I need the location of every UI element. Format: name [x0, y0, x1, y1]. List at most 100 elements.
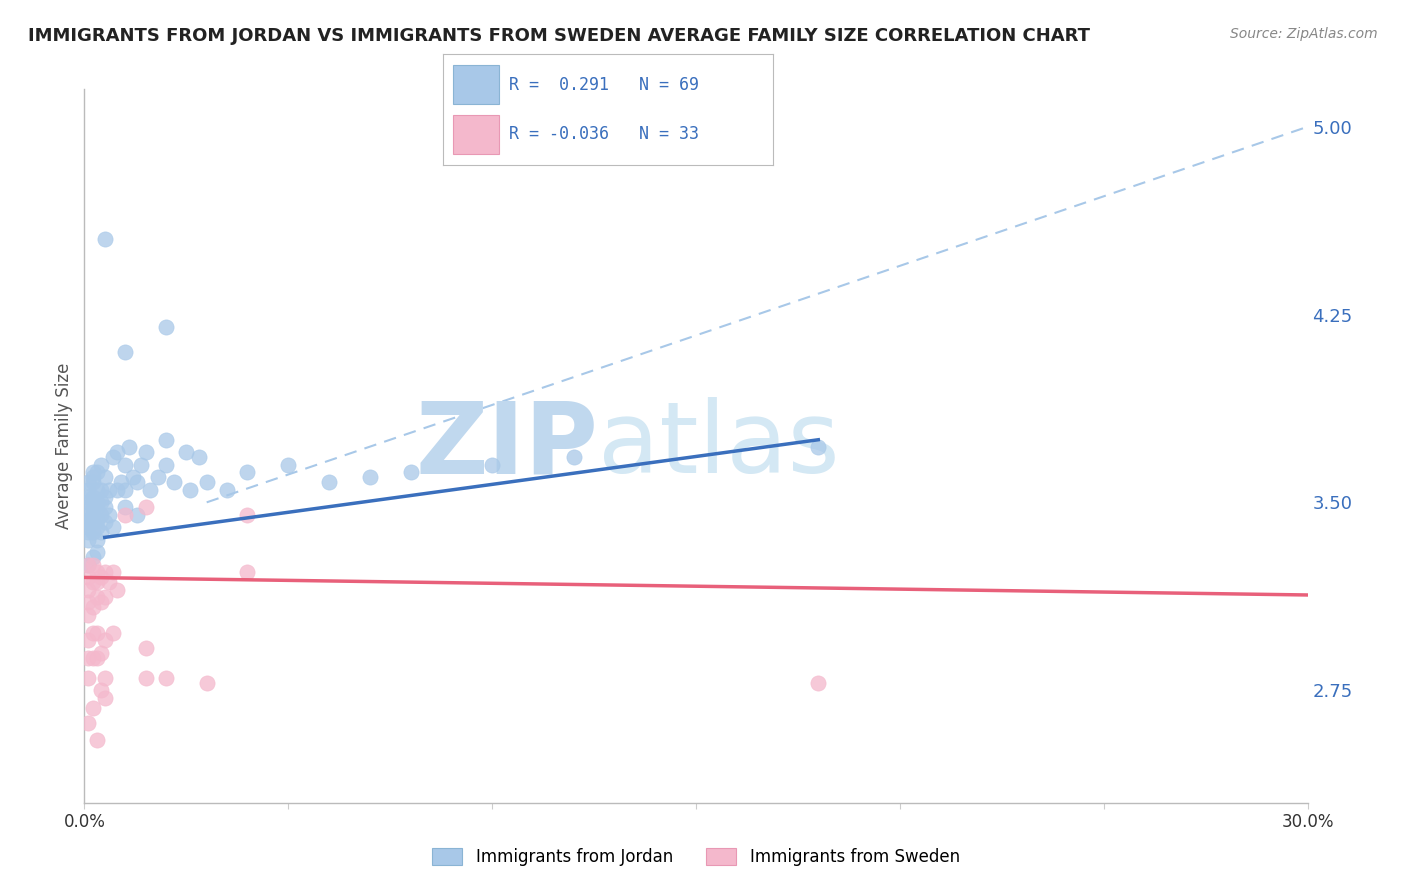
Point	[236, 566, 259, 580]
Bar	[453, 115, 499, 154]
Point	[155, 671, 177, 685]
Point	[86, 520, 108, 534]
Point	[77, 595, 100, 609]
Point	[105, 445, 128, 459]
Point	[86, 495, 108, 509]
Point	[195, 475, 218, 490]
Point	[82, 700, 104, 714]
Point	[82, 465, 104, 479]
Point	[82, 650, 104, 665]
Point	[90, 683, 112, 698]
Point	[195, 675, 218, 690]
Point	[82, 475, 104, 490]
Point	[82, 508, 104, 522]
Point	[82, 495, 104, 509]
Legend: Immigrants from Jordan, Immigrants from Sweden: Immigrants from Jordan, Immigrants from …	[426, 841, 966, 873]
Point	[135, 640, 157, 655]
Point	[82, 525, 104, 540]
Point	[114, 483, 136, 497]
Point	[82, 516, 104, 530]
Point	[118, 440, 141, 454]
Text: ZIP: ZIP	[415, 398, 598, 494]
Point	[82, 491, 104, 505]
Point	[77, 525, 100, 540]
Point	[114, 345, 136, 359]
Point	[86, 483, 108, 497]
Point	[93, 566, 115, 580]
Point	[163, 475, 186, 490]
Point	[77, 508, 100, 522]
Point	[131, 458, 153, 472]
Point	[155, 458, 177, 472]
Point	[155, 433, 177, 447]
Point	[77, 582, 100, 597]
Point	[135, 500, 157, 515]
Point	[562, 450, 585, 465]
Point	[90, 458, 112, 472]
Point	[77, 558, 100, 572]
Point	[86, 533, 108, 547]
Point	[77, 533, 100, 547]
Text: atlas: atlas	[598, 398, 839, 494]
Point	[807, 440, 830, 454]
Point	[77, 513, 100, 527]
Point	[86, 545, 108, 559]
Point	[146, 470, 169, 484]
Point	[90, 495, 112, 509]
Point	[77, 475, 100, 490]
Point	[86, 500, 108, 515]
Point	[90, 483, 112, 497]
Point	[77, 558, 100, 572]
Point	[114, 458, 136, 472]
Point	[86, 733, 108, 747]
Point	[110, 475, 132, 490]
Point	[114, 508, 136, 522]
Point	[187, 450, 209, 465]
Point	[77, 483, 100, 497]
Point	[90, 570, 112, 584]
Point	[135, 671, 157, 685]
Point	[236, 508, 259, 522]
Y-axis label: Average Family Size: Average Family Size	[55, 363, 73, 529]
Point	[77, 671, 100, 685]
Point	[77, 520, 100, 534]
Point	[93, 690, 115, 705]
Point	[86, 513, 108, 527]
Point	[86, 591, 108, 605]
Point	[77, 633, 100, 648]
Point	[105, 483, 128, 497]
Point	[82, 558, 104, 572]
Point	[82, 625, 104, 640]
Point	[97, 483, 120, 497]
Point	[90, 508, 112, 522]
Point	[86, 650, 108, 665]
Point	[138, 483, 160, 497]
Point	[101, 566, 124, 580]
Point	[399, 465, 422, 479]
Point	[359, 470, 381, 484]
Point	[82, 550, 104, 565]
Point	[77, 491, 100, 505]
Point	[318, 475, 340, 490]
Point	[93, 470, 115, 484]
Point	[77, 607, 100, 622]
Text: R =  0.291   N = 69: R = 0.291 N = 69	[509, 76, 699, 94]
Point	[135, 445, 157, 459]
Point	[86, 465, 108, 479]
Point	[93, 633, 115, 648]
Point	[127, 508, 149, 522]
Point	[82, 500, 104, 515]
Point	[97, 508, 120, 522]
Text: Source: ZipAtlas.com: Source: ZipAtlas.com	[1230, 27, 1378, 41]
Point	[127, 475, 149, 490]
Bar	[453, 65, 499, 103]
Point	[93, 500, 115, 515]
Point	[122, 470, 145, 484]
Point	[93, 591, 115, 605]
Point	[77, 650, 100, 665]
Point	[90, 646, 112, 660]
Point	[101, 450, 124, 465]
Point	[82, 470, 104, 484]
Point	[236, 465, 259, 479]
Point	[90, 595, 112, 609]
